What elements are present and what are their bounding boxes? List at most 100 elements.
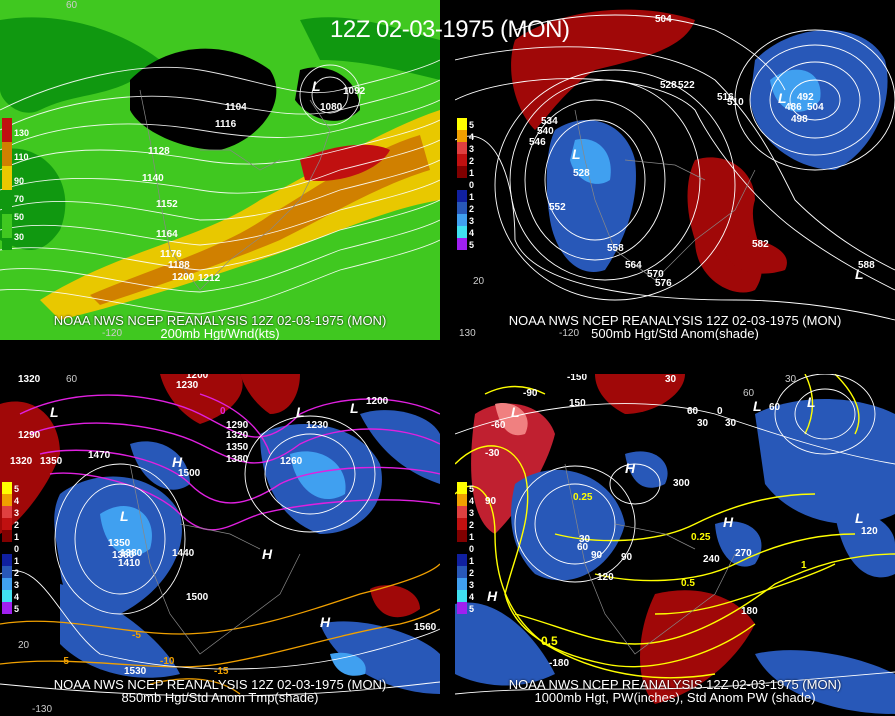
longitude-label: -120: [559, 328, 580, 339]
legend-label: 3: [14, 508, 20, 518]
contour-label: 20: [473, 276, 485, 287]
legend-label: 70: [14, 194, 25, 204]
contour-label: 240: [703, 554, 720, 565]
low-pressure-symbol: L: [511, 404, 520, 420]
panel-subcaption: 1000mb Hgt, PW(inches), Std Anom PW (sha…: [534, 690, 816, 705]
legend-label: 130: [14, 128, 30, 138]
contour-label: 588: [858, 260, 875, 271]
contour-label: 1200: [186, 374, 209, 381]
contour-label: 1290: [18, 430, 41, 441]
contour-label: -30: [485, 448, 500, 459]
contour-label: -180: [549, 658, 570, 669]
legend-label: 0: [469, 180, 475, 190]
legend-label: 50: [14, 212, 25, 222]
contour-label: 504: [807, 102, 824, 113]
high-pressure-symbol: H: [487, 588, 498, 604]
panel-subcaption: 500mb Hgt/Std Anom(shade): [591, 326, 759, 341]
legend-label: 2: [469, 204, 475, 214]
panel-caption: NOAA NWS NCEP REANALYSIS 12Z 02-03-1975 …: [53, 677, 387, 692]
high-pressure-symbol: H: [625, 460, 636, 476]
contour-label: 1140: [142, 173, 164, 184]
legend-label: 5: [469, 120, 475, 130]
legend-label: 4: [469, 132, 475, 142]
contour-label: 90: [591, 550, 603, 561]
contour-label: 60: [577, 542, 589, 553]
panel-subcaption: 850mb Hgt/Std Anom Tmp(shade): [121, 690, 319, 705]
contour-label: 1200: [366, 396, 389, 407]
panel-850mb: 5 4 3 2 1 0 1 2 3 4 5 1320 1290 1320 135…: [0, 374, 440, 716]
contour-label: 0: [220, 406, 226, 417]
legend-label: 2: [469, 568, 475, 578]
contour-label: 1350: [108, 538, 131, 549]
contour-label: 0.25: [573, 492, 593, 503]
legend-label: 2: [14, 520, 20, 530]
contour-label: 504: [655, 14, 672, 25]
contour-label: 1230: [176, 380, 199, 391]
contour-label: 1500: [178, 468, 201, 479]
contour-label: 1: [801, 560, 807, 571]
contour-label: 1530: [124, 666, 147, 677]
contour-label: 1092: [343, 86, 366, 97]
legend-label: 4: [14, 592, 20, 602]
contour-label: 1128: [148, 146, 170, 157]
contour-label: 1164: [156, 229, 178, 240]
contour-label: 492: [797, 92, 814, 103]
contour-label: 558: [607, 243, 624, 254]
legend-label: 5: [469, 240, 475, 250]
contour-label: 90: [485, 496, 497, 507]
contour-label: 30: [697, 418, 709, 429]
legend-label: 5: [14, 604, 20, 614]
panel-500mb: 5 4 3 2 1 0 1 2 3 4 5 504 528 522 516 51…: [455, 0, 895, 340]
page-title: 12Z 02-03-1975 (MON): [330, 16, 570, 43]
legend-label: 1: [469, 168, 475, 178]
high-pressure-symbol: H: [723, 514, 734, 530]
contour-label: -15: [214, 666, 229, 677]
contour-label: 570: [647, 269, 664, 280]
legend-label: 90: [14, 176, 25, 186]
legend-label: 5: [469, 604, 475, 614]
low-pressure-symbol: L: [855, 510, 864, 526]
contour-label: 1320: [226, 430, 249, 441]
legend-label: 4: [469, 592, 475, 602]
contour-label: 90: [621, 552, 633, 563]
legend-label: 3: [469, 216, 475, 226]
legend-label: 2: [469, 156, 475, 166]
contour-label: 1230: [306, 420, 329, 431]
longitude-label: 60: [743, 388, 755, 399]
contour-label: -10: [160, 656, 175, 667]
longitude-label: -130: [32, 704, 53, 715]
legend-label: 4: [14, 496, 20, 506]
contour-label: 1380: [226, 454, 249, 465]
contour-label: 1320: [18, 374, 41, 385]
contour-label: 1212: [198, 273, 221, 284]
contour-label: 1188: [168, 260, 190, 271]
legend-label: 110: [14, 152, 29, 162]
high-pressure-symbol: H: [262, 546, 273, 562]
contour-label: -5: [60, 656, 69, 667]
legend-label: 1: [469, 192, 475, 202]
low-pressure-symbol: L: [296, 404, 305, 420]
legend-label: 4: [469, 228, 475, 238]
contour-label: 1320: [10, 456, 33, 467]
contour-label: 120: [597, 572, 614, 583]
high-pressure-symbol: H: [172, 454, 183, 470]
contour-label: 552: [549, 202, 566, 213]
contour-label: 150: [569, 398, 586, 409]
contour-label: 0.5: [681, 578, 695, 589]
contour-label: 1260: [280, 456, 303, 467]
contour-label: 534: [541, 116, 558, 127]
contour-label: 30: [579, 534, 591, 545]
longitude-label: 130: [459, 328, 476, 339]
legend-label: 5: [14, 484, 20, 494]
low-pressure-symbol: L: [312, 78, 321, 94]
contour-label: 120: [861, 526, 878, 537]
map-500mb: [455, 0, 895, 340]
panel-200mb: 130 110 90 70 50 30 1104 1116 1128 1140 …: [0, 0, 440, 340]
contour-label: 576: [655, 278, 672, 289]
contour-label: 1116: [215, 119, 237, 130]
panel-caption: NOAA NWS NCEP REANALYSIS 12Z 02-03-1975 …: [53, 313, 387, 328]
legend-label: 1: [14, 532, 20, 542]
contour-label: 0.25: [691, 532, 711, 543]
contour-label: 528: [573, 168, 590, 179]
contour-label: 1380: [120, 548, 143, 559]
